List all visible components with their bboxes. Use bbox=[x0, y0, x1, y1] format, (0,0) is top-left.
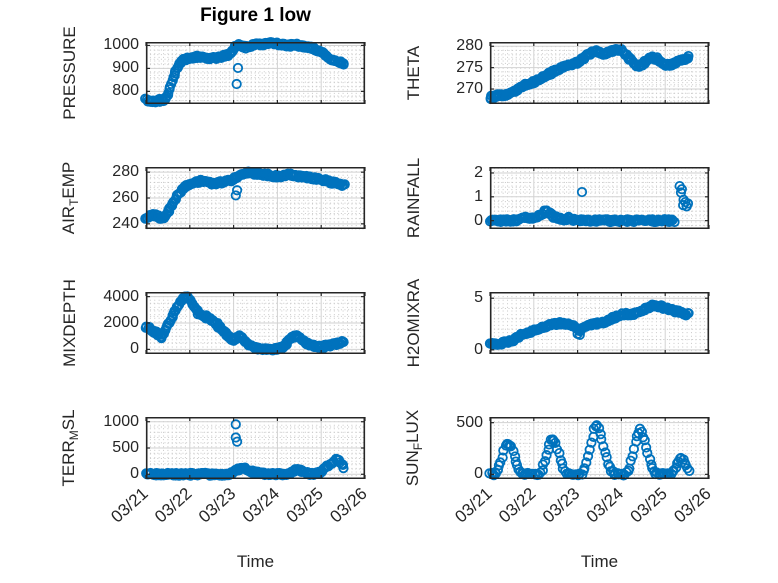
panel-air_temp-plot bbox=[140, 166, 366, 230]
y-tick-label: 800 bbox=[112, 82, 139, 100]
scatter-points bbox=[485, 43, 694, 105]
outlier-point bbox=[232, 62, 244, 74]
y-tick-label: 280 bbox=[456, 37, 483, 55]
x-tick-label: 03/25 bbox=[283, 484, 327, 527]
tick-marks bbox=[489, 42, 710, 104]
axes-box bbox=[490, 417, 709, 479]
tick-marks bbox=[489, 292, 710, 354]
y-tick-label: 1 bbox=[474, 187, 483, 205]
x-tick-label: 03/24 bbox=[583, 484, 627, 527]
y-tick-label: 4000 bbox=[103, 287, 139, 305]
y-tick-label: 1000 bbox=[103, 412, 139, 430]
x-tick-label: 03/23 bbox=[195, 484, 239, 527]
outlier-point bbox=[232, 436, 243, 447]
tick-marks bbox=[489, 167, 710, 229]
panel-sun_flux-plot: 03/21 03/22 03/23 03/24 03/25 03/26 bbox=[451, 417, 715, 526]
tick-marks bbox=[145, 167, 366, 229]
y-axis-label-theta: THETA bbox=[404, 45, 423, 101]
y-tick-label: 0 bbox=[474, 340, 483, 358]
y-tick-label: 280 bbox=[112, 163, 139, 181]
y-tick-label: 900 bbox=[112, 59, 139, 77]
scatter-points bbox=[140, 166, 350, 224]
panel-h2omixra-plot bbox=[484, 292, 710, 354]
outlier-point bbox=[230, 190, 241, 201]
outlier-point bbox=[230, 419, 241, 430]
panel-pressure-plot bbox=[140, 37, 366, 108]
y-axis-label-sun_flux: SUNFLUX bbox=[402, 409, 426, 487]
x-tick-label: 03/21 bbox=[107, 484, 151, 527]
x-tick-label: 03/22 bbox=[151, 484, 195, 527]
scatter-points bbox=[484, 299, 694, 350]
panel-mixdepth-plot bbox=[140, 291, 366, 356]
x-tick-label: 03/26 bbox=[670, 484, 714, 527]
y-tick-label: 270 bbox=[456, 80, 483, 98]
y-tick-label: 0 bbox=[130, 465, 139, 483]
y-tick-label: 2 bbox=[474, 163, 483, 181]
y-axis-label-terr_msl: TERRMSL bbox=[58, 409, 82, 487]
y-tick-label: 260 bbox=[112, 189, 139, 206]
y-axis-label-rainfall: RAINFALL bbox=[404, 157, 423, 239]
axes-box bbox=[490, 167, 709, 229]
outlier-point bbox=[232, 185, 243, 196]
x-tick-label: 03/21 bbox=[451, 484, 495, 527]
y-tick-label: 1000 bbox=[103, 36, 139, 54]
outlier-point bbox=[682, 198, 694, 209]
axes-box bbox=[490, 292, 709, 354]
panel-terr_msl-plot: 03/21 03/22 03/23 03/24 03/25 03/26 bbox=[107, 417, 371, 526]
y-tick-label: 275 bbox=[456, 58, 483, 76]
outlier-point bbox=[231, 78, 242, 90]
scatter-points bbox=[484, 180, 694, 228]
tick-marks bbox=[145, 417, 366, 479]
tick-marks bbox=[489, 417, 710, 479]
x-axis-label-right: Time bbox=[580, 552, 619, 571]
tick-marks bbox=[145, 292, 366, 354]
axes-box bbox=[146, 42, 365, 104]
y-tick-label: 500 bbox=[456, 413, 483, 431]
figure-title: Figure 1 low bbox=[200, 5, 311, 26]
y-tick-label: 0 bbox=[474, 211, 483, 229]
y-axis-label-mixdepth: MIXDEPTH bbox=[60, 279, 79, 367]
x-tick-label: 03/25 bbox=[627, 484, 671, 527]
scatter-points bbox=[140, 37, 349, 108]
x-tick-label: 03/23 bbox=[539, 484, 583, 527]
y-axis-label-air_temp: AIRTEMP bbox=[58, 161, 82, 235]
x-axis-label-left: Time bbox=[236, 552, 275, 571]
x-tick-label: 03/22 bbox=[495, 484, 539, 527]
y-tick-label: 0 bbox=[130, 340, 139, 358]
y-tick-label: 2000 bbox=[103, 314, 139, 331]
x-tick-label: 03/26 bbox=[326, 484, 370, 527]
y-axis-label-pressure: PRESSURE bbox=[60, 26, 79, 120]
x-tick-label: 03/24 bbox=[239, 484, 283, 527]
y-tick-label: 240 bbox=[112, 214, 139, 232]
y-tick-label: 500 bbox=[112, 439, 139, 456]
tick-marks bbox=[145, 42, 366, 104]
outlier-point bbox=[574, 329, 585, 340]
outlier-point bbox=[576, 186, 588, 198]
panel-theta-plot bbox=[485, 42, 710, 105]
panel-rainfall-plot bbox=[484, 167, 710, 229]
x-tick-labels: 03/21 03/22 03/23 03/24 03/25 03/26 bbox=[451, 484, 714, 527]
axes-box bbox=[490, 42, 709, 104]
x-tick-labels: 03/21 03/22 03/23 03/24 03/25 03/26 bbox=[107, 484, 370, 527]
y-tick-label: 0 bbox=[474, 465, 483, 483]
y-axis-label-h2omixra: H2OMIXRA bbox=[404, 278, 423, 368]
y-tick-label: 5 bbox=[474, 289, 483, 307]
